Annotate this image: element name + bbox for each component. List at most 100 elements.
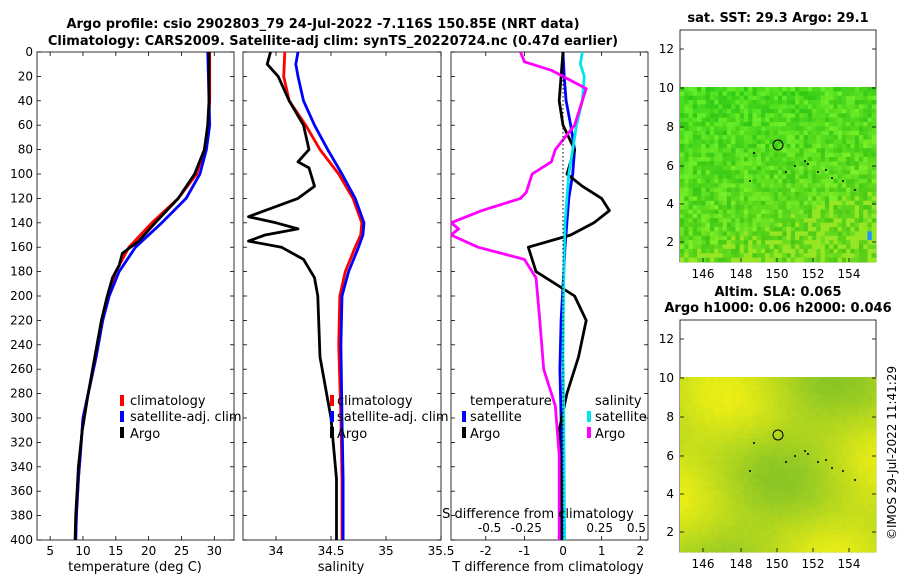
map-cell (867, 244, 873, 250)
map-cell (688, 490, 694, 496)
map-cell (739, 403, 745, 409)
map-cell (748, 143, 753, 149)
map-cell (807, 209, 813, 215)
imos-credit: ©IMOS 29-Jul-2022 11:41:29 (885, 366, 899, 540)
map-cell (799, 122, 804, 127)
map-cell (718, 455, 724, 461)
map-cell (688, 187, 694, 193)
map-cell (731, 460, 736, 465)
map-cell (680, 543, 685, 549)
map-cell (833, 377, 839, 382)
map-cell (807, 482, 813, 487)
map-cell (769, 122, 775, 127)
map-cell (863, 187, 868, 193)
map-cell (743, 547, 749, 553)
map-cell (705, 460, 711, 465)
map-cell (765, 152, 770, 158)
map-cell (765, 455, 770, 461)
map-cell (688, 442, 694, 448)
map-cell (863, 464, 868, 470)
map-cell (688, 231, 694, 237)
map-cell (709, 209, 715, 215)
map-cell (773, 495, 779, 500)
map-cell (722, 148, 728, 154)
map-cell (871, 433, 877, 439)
map-cell (863, 433, 868, 439)
map-cell (820, 257, 826, 263)
map-cell (743, 451, 749, 457)
s-tick-label: 0.25 (586, 521, 613, 535)
map-cell (705, 381, 711, 387)
map-cell (803, 209, 809, 215)
map-cell (803, 200, 809, 206)
map-cell (735, 170, 741, 175)
map-cell (841, 139, 847, 145)
map-cell (820, 227, 826, 232)
map-cell (752, 490, 758, 496)
map-cell (863, 394, 868, 400)
map-cell (731, 525, 736, 531)
map-cell (863, 113, 868, 119)
map-cell (863, 538, 868, 544)
map-cell (782, 460, 787, 465)
map-cell (807, 477, 813, 483)
map-cell (735, 429, 741, 435)
map-cell (871, 407, 877, 413)
map-cell (850, 192, 856, 197)
map-cell (837, 122, 843, 127)
map-cell (829, 126, 834, 132)
map-cell (799, 543, 804, 549)
map-cell (837, 187, 843, 193)
map-cell (863, 104, 868, 110)
map-cell (867, 490, 873, 496)
temperature-legend: climatology satellite-adj. clim Argo (120, 394, 242, 442)
map-cell (790, 442, 796, 448)
map-cell (850, 403, 856, 409)
map-cell (743, 231, 749, 237)
map-cell (714, 438, 719, 444)
map-y-tick-label: 4 (666, 197, 674, 211)
map-cell (697, 165, 702, 171)
map-cell (812, 433, 817, 439)
map-cell (722, 192, 728, 197)
map-cell (697, 468, 702, 474)
map-cell (841, 143, 847, 149)
map-cell (748, 187, 753, 193)
map-cell (778, 543, 783, 549)
map-cell (684, 525, 689, 531)
map-cell (807, 403, 813, 409)
map-cell (680, 100, 685, 105)
map-cell (726, 398, 732, 404)
map-cell (701, 196, 706, 202)
map-cell (718, 490, 724, 496)
map-cell (841, 477, 847, 483)
map-cell (871, 486, 877, 492)
map-cell (773, 178, 779, 184)
map-cell (731, 161, 736, 167)
map-cell (799, 499, 804, 505)
map-cell (803, 143, 809, 149)
map-cell (684, 451, 689, 457)
map-cell (803, 390, 809, 395)
map-cell (816, 416, 822, 422)
map-cell (812, 209, 817, 215)
map-cell (684, 425, 689, 430)
map-cell (799, 512, 804, 518)
map-cell (786, 222, 792, 228)
map-cell (756, 209, 762, 215)
map-cell (722, 403, 728, 409)
map-cell (701, 525, 706, 531)
track-point (807, 163, 809, 165)
map-cell (803, 122, 809, 127)
map-cell (867, 205, 873, 210)
map-cell (684, 152, 689, 158)
map-cell (773, 130, 779, 136)
map-cell (829, 87, 834, 92)
map-cell (782, 403, 787, 409)
map-cell (795, 122, 800, 127)
map-cell (692, 525, 698, 531)
map-cell (871, 152, 877, 158)
map-cell (743, 95, 749, 101)
map-cell (748, 218, 753, 224)
map-cell (692, 130, 698, 136)
